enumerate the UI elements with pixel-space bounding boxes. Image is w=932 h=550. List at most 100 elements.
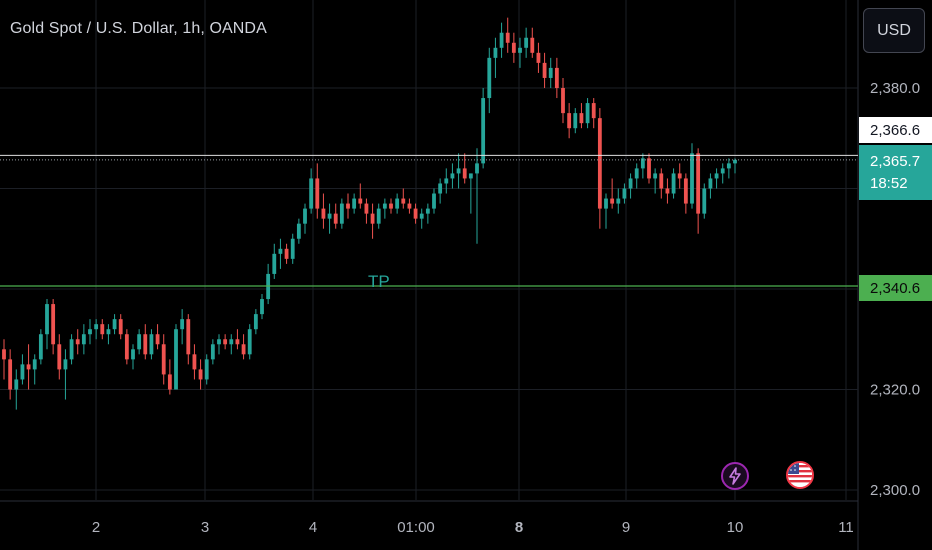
candle-body [63, 359, 68, 370]
time-axis-label: 4 [309, 519, 317, 536]
candle-body [81, 334, 86, 345]
candle-body [358, 198, 363, 204]
candle-body [352, 198, 357, 209]
candle-body [303, 208, 307, 224]
candle-body [2, 349, 6, 360]
candle-body [143, 334, 148, 355]
price-axis-label: 2,320.0 [870, 382, 920, 399]
price-line-tag: 2,366.6 [859, 117, 932, 143]
candle-body [57, 344, 62, 370]
candle-body [235, 339, 240, 345]
candle-body [604, 198, 608, 209]
candle-body [726, 163, 731, 169]
candle-body [505, 32, 510, 43]
candle-body [94, 324, 99, 330]
candle-body [217, 339, 221, 345]
candle-body [573, 113, 578, 129]
time-axis-label: 9 [622, 519, 630, 536]
candle-body [315, 178, 320, 209]
candle-body [481, 98, 486, 164]
candle-body [683, 178, 688, 204]
candle-body [32, 359, 37, 370]
candle-body [376, 208, 381, 224]
candle-body [554, 67, 559, 88]
candle-body [597, 118, 602, 209]
candle-body [622, 188, 627, 199]
candle-body [524, 37, 529, 48]
candle-body [432, 193, 436, 209]
time-axis-label: 10 [727, 519, 744, 536]
candle-body [106, 329, 111, 335]
candle-body [204, 359, 209, 380]
candle-body [733, 159, 737, 164]
candle-body [389, 203, 393, 209]
candle-body [51, 304, 56, 345]
candle-body [296, 223, 301, 239]
candle-body [174, 329, 178, 390]
candle-body [167, 374, 172, 390]
candle-body [450, 173, 455, 179]
candle-body [112, 319, 117, 330]
candle-body [407, 203, 412, 209]
candle-body [530, 37, 535, 53]
candle-body [131, 349, 135, 360]
candle-body [198, 369, 203, 380]
candle-body [628, 178, 633, 189]
candle-body [579, 113, 584, 124]
candle-body [180, 319, 185, 330]
candle-body [38, 334, 43, 360]
candle-body [665, 188, 670, 194]
currency-button[interactable]: USD [863, 8, 925, 53]
symbol-title[interactable]: Gold Spot / U.S. Dollar, 1h, OANDA [10, 20, 267, 37]
candle-body [677, 173, 682, 179]
candle-body [610, 198, 615, 204]
time-axis-label: 11 [838, 519, 854, 536]
candle-body [468, 173, 473, 179]
candle-body [659, 173, 664, 189]
price-axis-label: 2,300.0 [870, 482, 920, 499]
candle-body [714, 173, 719, 179]
candle-body [696, 153, 701, 214]
candle-body [210, 344, 215, 360]
tp-line-label[interactable]: TP [368, 272, 390, 291]
time-axis-label: 2 [92, 519, 100, 536]
candle-body [321, 208, 326, 219]
candle-body [653, 173, 658, 179]
candle-body [253, 314, 258, 330]
candle-body [493, 47, 498, 58]
candle-body [346, 203, 350, 209]
candle-body [708, 178, 713, 189]
candle-body [542, 62, 547, 78]
candle-body [456, 168, 461, 174]
time-axis-label: 01:00 [397, 519, 435, 536]
candle-body [333, 213, 338, 224]
candle-body [634, 168, 639, 179]
candle-body [370, 213, 375, 224]
candle-body [413, 208, 418, 219]
lightning-icon[interactable] [721, 462, 749, 490]
candle-body [536, 52, 541, 63]
candle-body [223, 339, 228, 345]
candle-body [690, 153, 694, 204]
candle-body [671, 173, 676, 194]
us-flag-icon[interactable] [786, 461, 814, 489]
candle-body [309, 178, 314, 209]
candle-body [155, 334, 160, 345]
candle-body [8, 359, 13, 390]
candle-body [419, 213, 424, 219]
candle-body [75, 339, 80, 345]
current-price-value: 2,365.7 [870, 152, 921, 170]
candle-body [364, 203, 369, 214]
candle-body [567, 113, 572, 129]
candle-body [702, 188, 707, 214]
candle-body [247, 329, 252, 355]
candle-body [616, 198, 621, 204]
price-axis-label: 2,380.0 [870, 80, 920, 97]
candle-body [475, 163, 479, 174]
candle-body [69, 339, 74, 360]
candle-body [241, 344, 246, 355]
candle-body [229, 339, 234, 345]
candle-body [561, 88, 565, 114]
